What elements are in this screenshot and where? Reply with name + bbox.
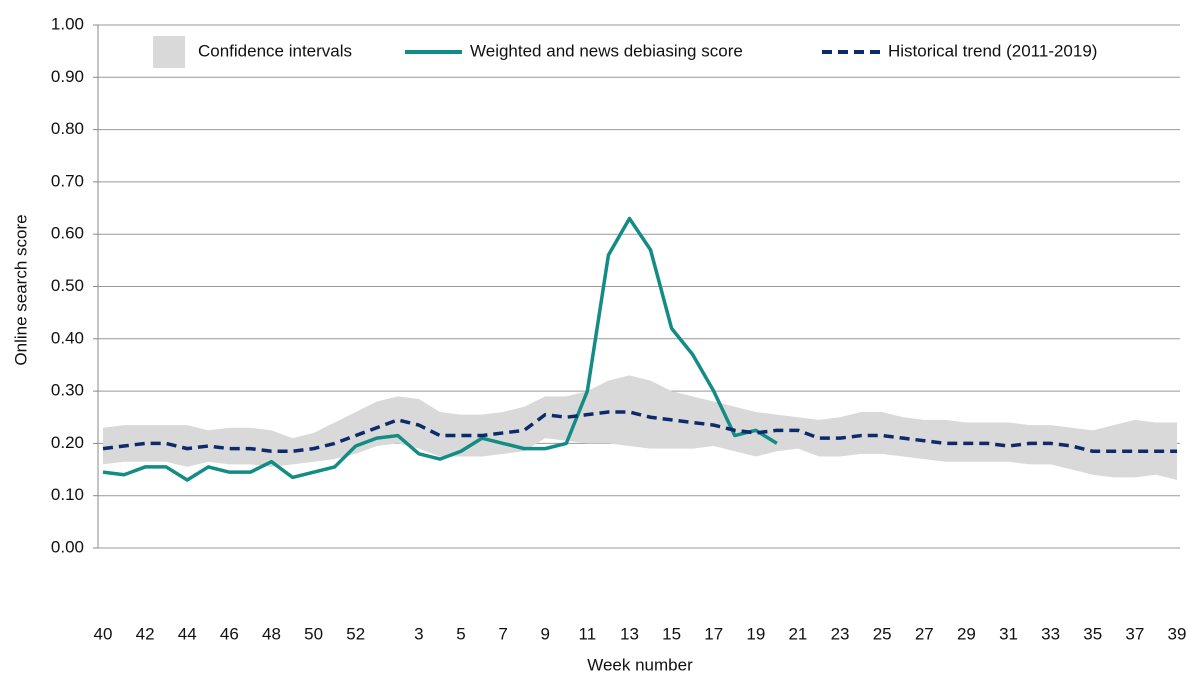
x-tick-label: 23: [831, 624, 850, 643]
x-tick-label: 48: [262, 624, 281, 643]
x-tick-label: 35: [1083, 624, 1102, 643]
x-tick-label: 42: [136, 624, 155, 643]
x-tick-label: 39: [1168, 624, 1187, 643]
y-axis-label: Online search score: [11, 214, 30, 365]
y-tick-label: 0.40: [51, 328, 84, 347]
x-tick-label: 25: [873, 624, 892, 643]
y-tick-label: 0.30: [51, 381, 84, 400]
x-tick-label: 52: [346, 624, 365, 643]
x-tick-label: 40: [94, 624, 113, 643]
y-tick-label: 0.90: [51, 67, 84, 86]
x-tick-label: 31: [999, 624, 1018, 643]
x-tick-label: 37: [1125, 624, 1144, 643]
x-tick-label: 11: [579, 624, 597, 643]
legend-label: Confidence intervals: [198, 41, 352, 60]
confidence-band: [103, 375, 1177, 481]
y-tick-label: 0.10: [51, 485, 84, 504]
x-tick-label: 44: [178, 624, 197, 643]
legend-swatch: [153, 36, 185, 68]
legend-label: Weighted and news debiasing score: [470, 41, 743, 60]
y-tick-label: 0.80: [51, 119, 84, 138]
y-tick-label: 0.70: [51, 171, 84, 190]
x-tick-label: 13: [620, 624, 639, 643]
y-tick-label: 0.00: [51, 537, 84, 556]
x-tick-label: 46: [220, 624, 239, 643]
y-tick-label: 0.20: [51, 433, 84, 452]
x-axis-label: Week number: [587, 655, 693, 674]
x-tick-label: 17: [704, 624, 723, 643]
series-line: [102, 410, 1177, 453]
x-tick-label: 9: [541, 624, 550, 643]
x-tick-label: 33: [1041, 624, 1060, 643]
x-tick-label: 3: [414, 624, 423, 643]
series-line: [102, 216, 778, 482]
x-tick-label: 21: [788, 624, 807, 643]
y-tick-label: 0.50: [51, 276, 84, 295]
x-tick-label: 5: [456, 624, 465, 643]
x-tick-label: 27: [915, 624, 934, 643]
x-tick-label: 50: [304, 624, 323, 643]
x-tick-label: 7: [498, 624, 507, 643]
x-tick-label: 15: [662, 624, 681, 643]
y-tick-label: 1.00: [51, 14, 84, 33]
y-tick-label: 0.60: [51, 224, 84, 243]
x-tick-label: 19: [746, 624, 765, 643]
x-tick-label: 29: [957, 624, 976, 643]
legend-label: Historical trend (2011-2019): [888, 41, 1097, 60]
